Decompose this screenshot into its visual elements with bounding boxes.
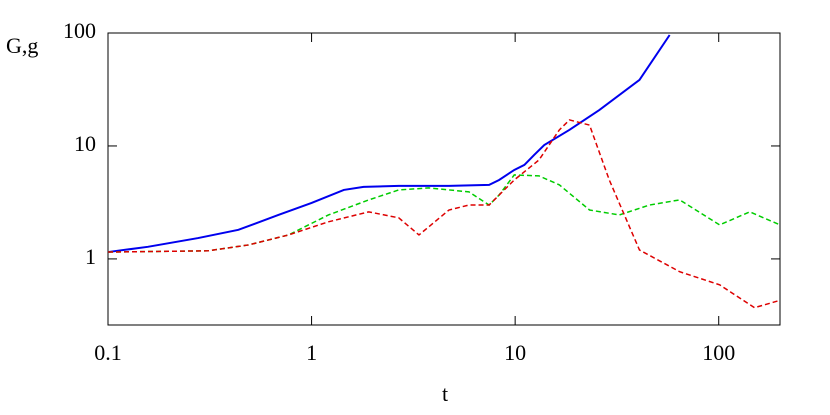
series-line — [107, 119, 781, 309]
y-tick-label: 100 — [63, 18, 96, 43]
y-axis-label: G,g — [6, 33, 38, 58]
y-tick-label: 10 — [74, 131, 96, 156]
x-tick-label: 100 — [702, 340, 735, 365]
x-tick-label: 10 — [504, 340, 526, 365]
x-tick-label: 1 — [306, 340, 317, 365]
x-axis-label: t — [442, 381, 448, 406]
plot-frame — [107, 32, 781, 326]
x-tick-label: 0.1 — [94, 340, 122, 365]
y-tick-label: 1 — [85, 244, 96, 269]
series-line — [107, 34, 671, 254]
